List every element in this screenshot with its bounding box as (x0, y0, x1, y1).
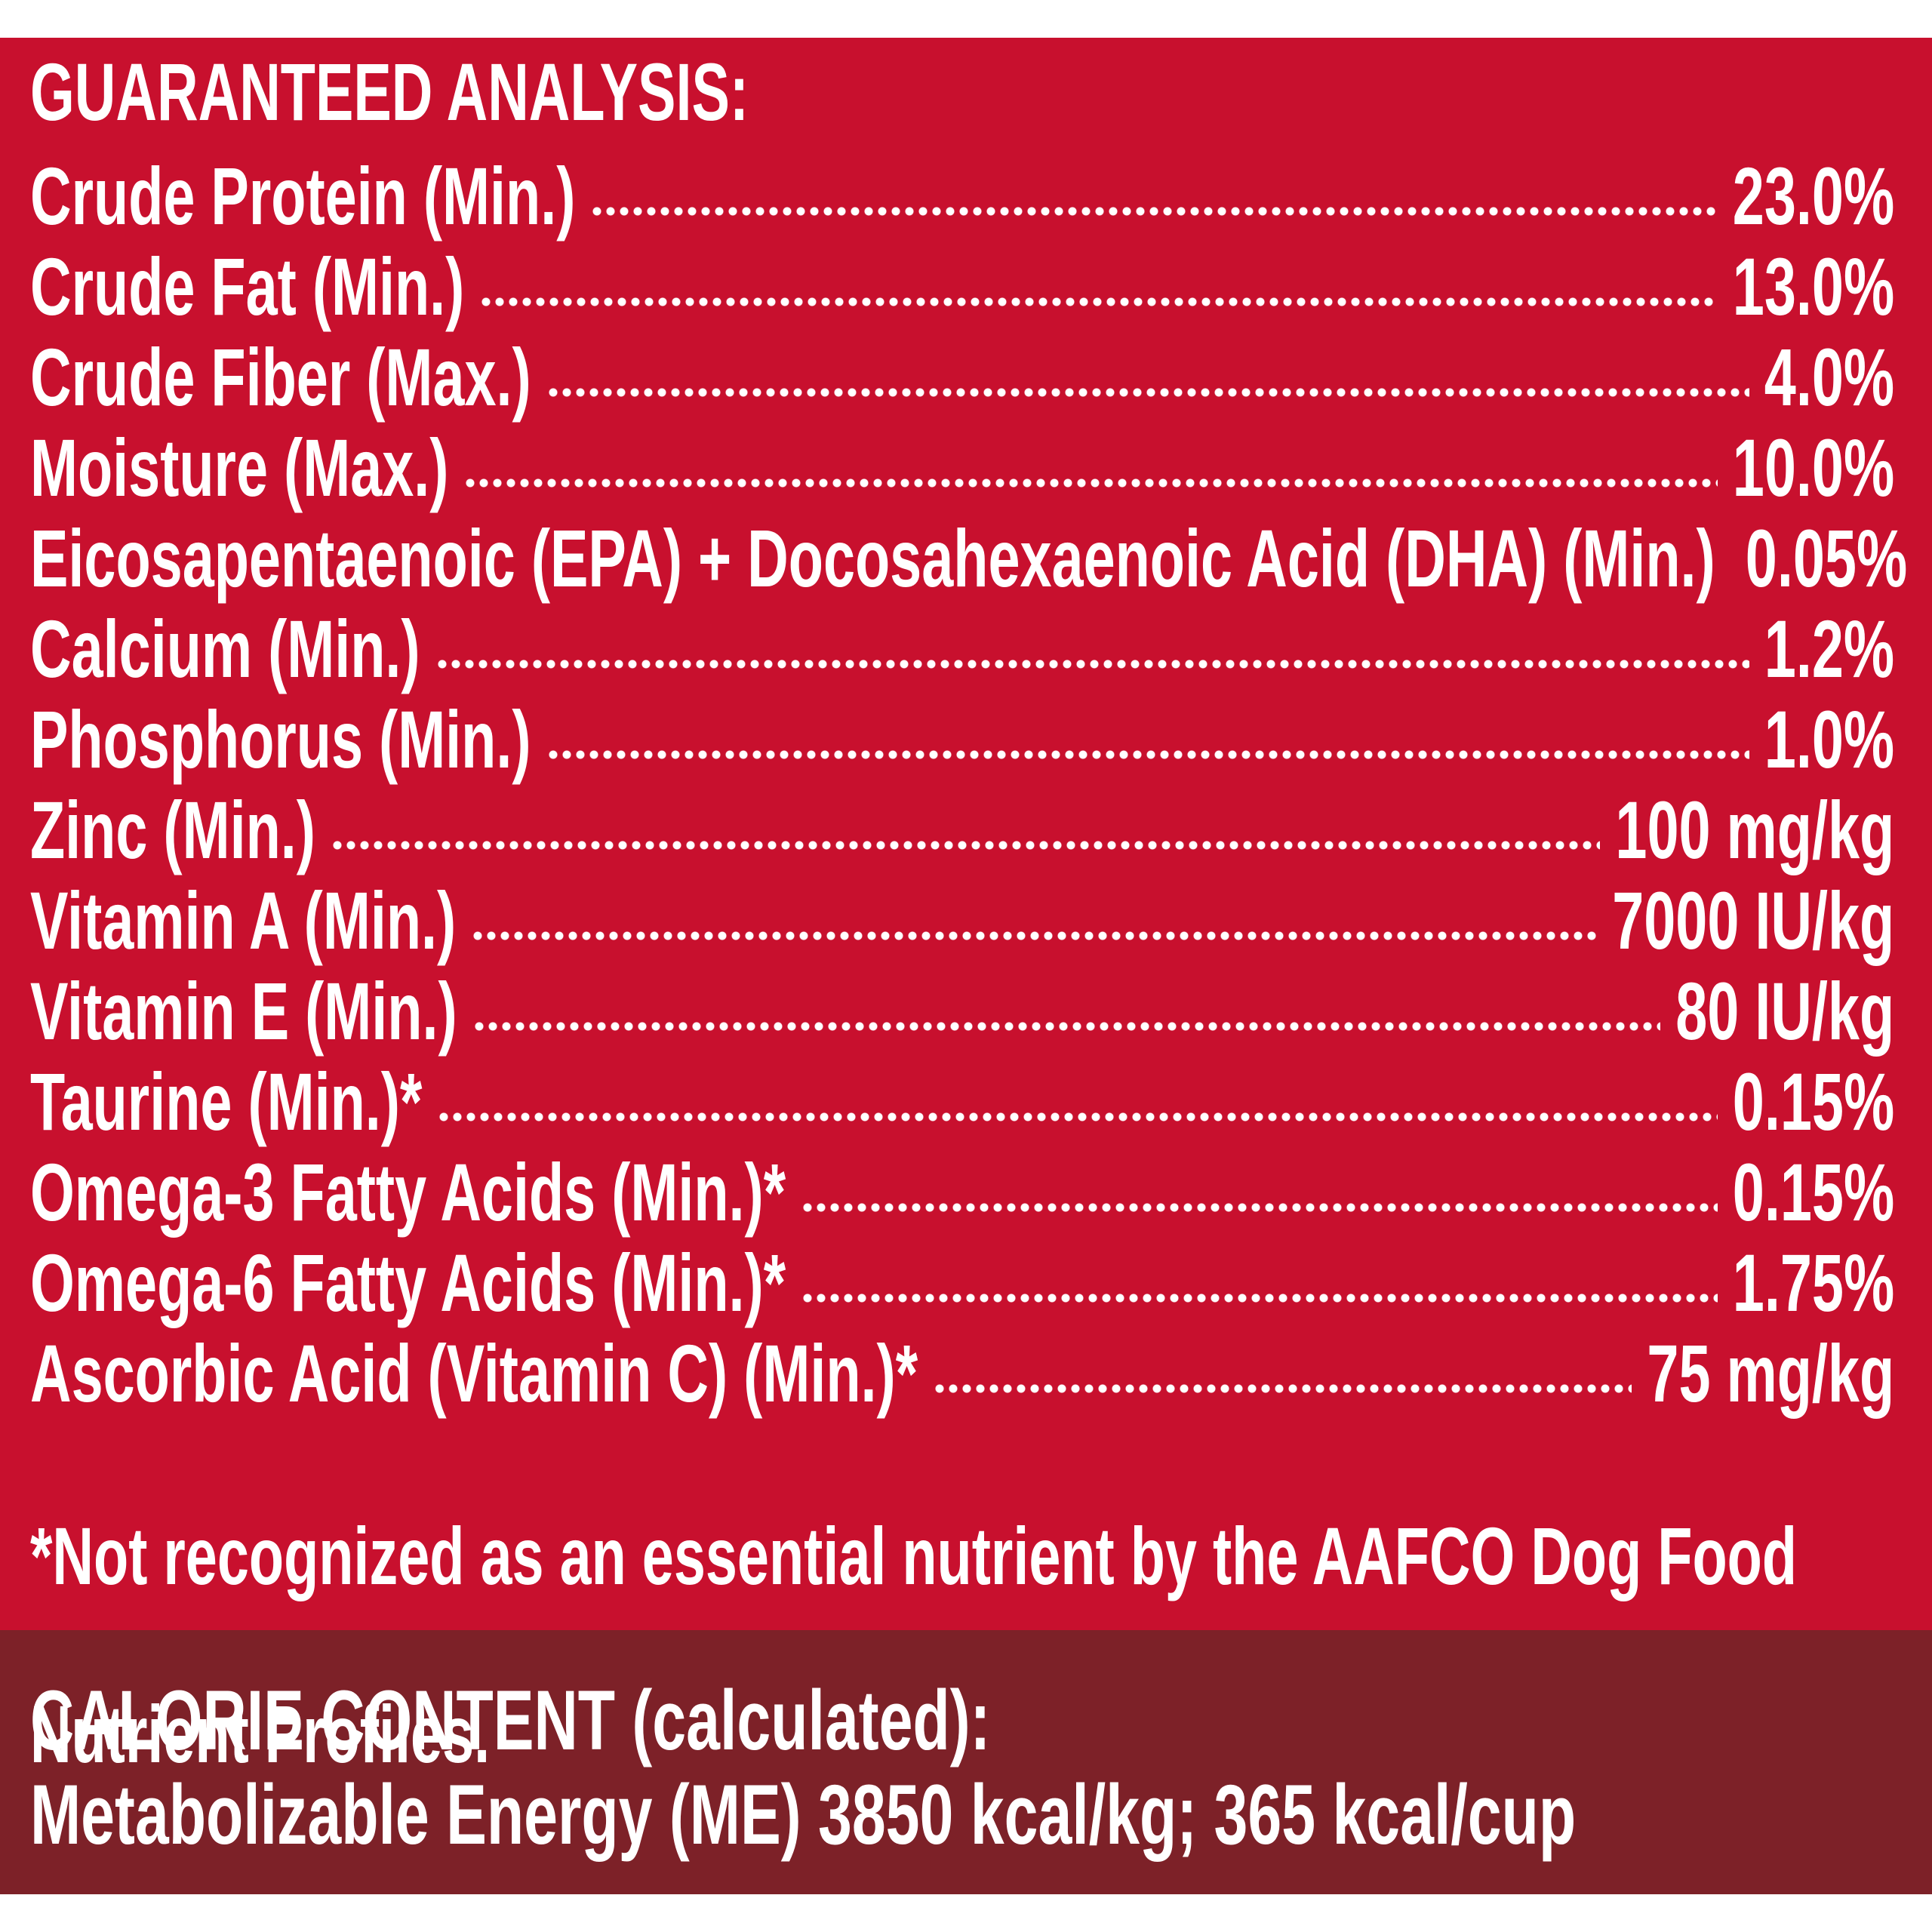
nutrient-value: 0.15% (1732, 1146, 1895, 1238)
nutrient-row: Crude Fiber (Max.) 4.0% (30, 332, 1894, 423)
nutrient-row: Crude Protein (Min.) 23.0% (30, 151, 1894, 242)
guaranteed-analysis-heading: GUARANTEED ANALYSIS: (30, 46, 749, 137)
nutrient-value: 100 mg/kg (1615, 784, 1895, 875)
nutrient-row: Moisture (Max.) 10.0% (30, 423, 1894, 513)
dot-leader (546, 749, 1749, 760)
nutrient-row: Calcium (Min.) 1.2% (30, 604, 1894, 694)
nutrient-value: 80 IU/kg (1675, 965, 1895, 1057)
nutrient-label: Vitamin E (Min.) (30, 965, 457, 1057)
calorie-content-heading: CALORIE CONTENT (calculated): (30, 1673, 991, 1767)
dot-leader (801, 1293, 1718, 1303)
dot-leader (472, 1021, 1661, 1032)
nutrient-label: Moisture (Max.) (30, 422, 449, 513)
nutrient-row: Crude Fat (Min.) 13.0% (30, 242, 1894, 332)
nutrient-value: 7000 IU/kg (1612, 875, 1895, 966)
nutrient-value: 1.0% (1764, 694, 1895, 785)
nutrient-row: Zinc (Min.) 100 mg/kg (30, 785, 1894, 875)
dot-leader (933, 1383, 1632, 1394)
nutrient-label: Phosphorus (Min.) (30, 694, 531, 785)
dot-leader (435, 659, 1749, 669)
nutrient-label: Crude Fiber (Max.) (30, 331, 531, 423)
dot-leader (590, 206, 1718, 217)
nutrient-row: Omega-3 Fatty Acids (Min.)* 0.15% (30, 1147, 1894, 1238)
nutrient-label: Ascorbic Acid (Vitamin C) (Min.)* (30, 1327, 918, 1419)
nutrient-label: Vitamin A (Min.) (30, 875, 457, 966)
dot-leader (437, 1112, 1718, 1122)
metabolizable-energy-text: Metabolizable Energy (ME) 3850 kcal/kg; … (30, 1767, 1577, 1862)
nutrient-label: Eicosapentaenoic (EPA) + Docosahexaenoic… (30, 512, 1715, 604)
nutrient-label: Taurine (Min.)* (30, 1056, 423, 1147)
nutrient-label: Omega-3 Fatty Acids (Min.)* (30, 1146, 786, 1238)
dot-leader (463, 478, 1718, 488)
footnote-line: Nutrient Profiles. (30, 1688, 491, 1780)
dot-leader (331, 840, 1601, 851)
dot-leader (546, 387, 1749, 398)
dot-leader (801, 1202, 1718, 1213)
calorie-content-panel (0, 1630, 1932, 1894)
nutrient-label: Zinc (Min.) (30, 784, 315, 875)
nutrient-label: Crude Fat (Min.) (30, 241, 465, 332)
nutrient-value: 1.75% (1732, 1237, 1895, 1328)
footnote-line: *Not recognized as an essential nutrient… (30, 1510, 1798, 1601)
nutrient-row: Vitamin E (Min.) 80 IU/kg (30, 966, 1894, 1057)
nutrient-value: 13.0% (1732, 241, 1895, 332)
nutrient-label: Omega-6 Fatty Acids (Min.)* (30, 1237, 786, 1328)
aafco-footnote: *Not recognized as an essential nutrient… (30, 1423, 1798, 1868)
nutrient-row: Vitamin A (Min.) 7000 IU/kg (30, 875, 1894, 966)
nutrient-value: 10.0% (1732, 422, 1895, 513)
nutrient-list: Crude Protein (Min.) 23.0% Crude Fat (Mi… (30, 151, 1907, 1419)
nutrient-row: Ascorbic Acid (Vitamin C) (Min.)* 75 mg/… (30, 1328, 1894, 1419)
nutrient-row: Omega-6 Fatty Acids (Min.)* 1.75% (30, 1238, 1894, 1328)
nutrient-value: 4.0% (1764, 331, 1895, 423)
nutrient-row: Phosphorus (Min.) 1.0% (30, 694, 1894, 785)
nutrient-label: Calcium (Min.) (30, 603, 420, 694)
nutrient-value: 1.2% (1764, 603, 1895, 694)
nutrient-label: Crude Protein (Min.) (30, 150, 576, 242)
nutrient-value: 0.05% (1746, 512, 1908, 604)
nutrient-row: Eicosapentaenoic (EPA) + Docosahexaenoic… (30, 512, 1907, 604)
nutrient-value: 0.15% (1732, 1056, 1895, 1147)
dot-leader (471, 931, 1598, 941)
nutrient-value: 75 mg/kg (1647, 1327, 1895, 1419)
nutrient-value: 23.0% (1732, 150, 1895, 242)
nutrient-row: Taurine (Min.)* 0.15% (30, 1057, 1894, 1147)
dot-leader (479, 297, 1718, 307)
